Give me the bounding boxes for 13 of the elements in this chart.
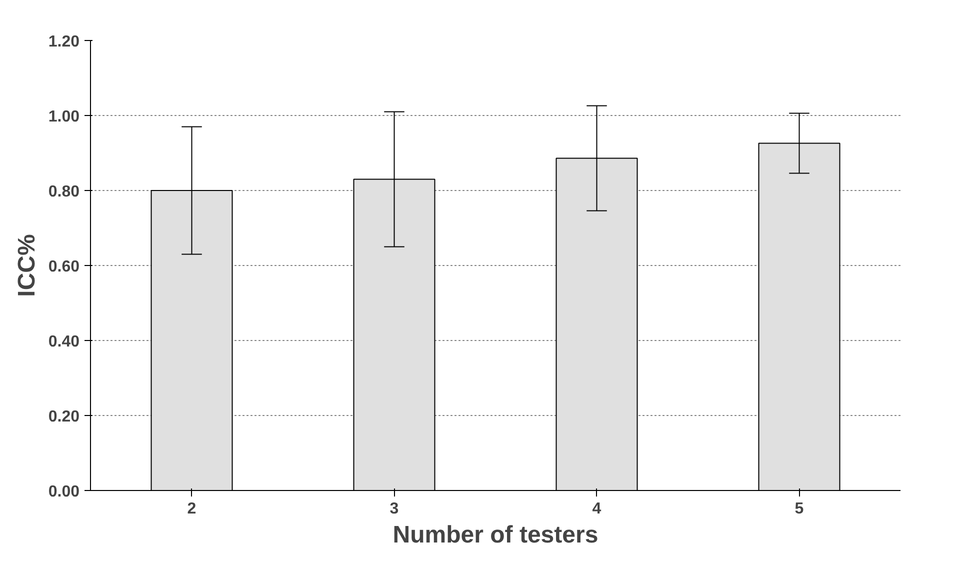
x-tick-label: 4	[592, 500, 602, 518]
y-tick-label: 1.00	[48, 108, 80, 126]
y-tick-label: 0.40	[48, 334, 80, 350]
y-tick-label: 0.00	[48, 484, 80, 500]
y-tick-label: 0.60	[48, 258, 80, 276]
x-tick-label: 2	[187, 500, 196, 518]
y-axis-title: ICC%	[13, 234, 40, 297]
y-tick-label: 0.80	[48, 184, 80, 200]
y-tick-label: 1.20	[48, 34, 80, 50]
x-axis-title: Number of testers	[392, 522, 598, 548]
y-tick-label: 0.20	[48, 408, 80, 426]
x-tick-label: 5	[794, 500, 804, 518]
x-tick-label: 3	[390, 500, 399, 518]
